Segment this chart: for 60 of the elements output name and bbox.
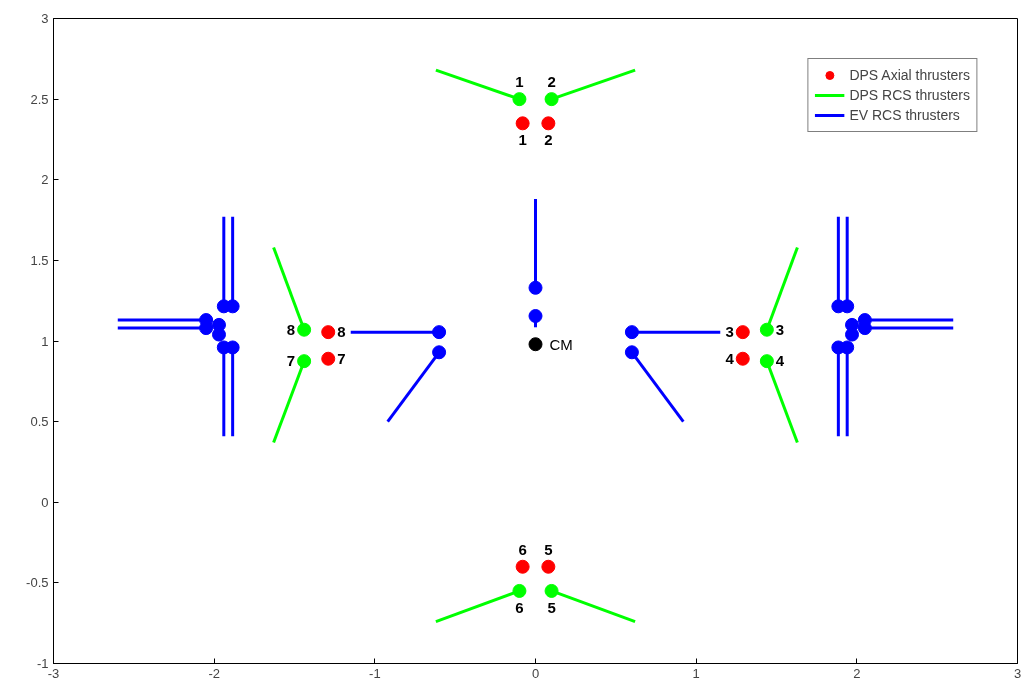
x-tick-label: 0: [531, 665, 540, 681]
y-tick-label: -0.5: [26, 575, 49, 591]
point: [528, 337, 543, 352]
y-tick-label: 0.5: [30, 414, 49, 430]
annotation: CM: [549, 335, 573, 353]
point: [528, 309, 543, 323]
annotation: 8: [286, 320, 296, 338]
y-tick-label: 2.5: [30, 91, 49, 107]
annotation: 1: [515, 73, 524, 91]
y-tick-label: 1: [41, 333, 49, 349]
x-tick-label: -1: [369, 665, 381, 681]
annotation: 2: [544, 131, 553, 149]
annotation: 4: [725, 349, 735, 367]
annotation: 4: [775, 352, 785, 370]
point: [845, 327, 860, 342]
point: [512, 92, 527, 107]
x-tick-label: 1: [692, 665, 700, 681]
point: [735, 325, 750, 340]
annotation: 2: [547, 73, 556, 91]
x-tick-label: 2: [853, 665, 861, 681]
y-tick-label: 1.5: [30, 252, 49, 268]
x-tick-label: -3: [47, 665, 60, 681]
point: [515, 559, 530, 574]
annotation: 5: [544, 540, 553, 558]
point: [211, 327, 226, 342]
point: [541, 116, 556, 131]
point: [544, 583, 559, 598]
point: [321, 325, 336, 340]
point: [432, 325, 447, 340]
annotation: 6: [515, 598, 524, 616]
point: [759, 322, 774, 337]
point: [297, 322, 312, 337]
annotation: 7: [286, 352, 296, 370]
point: [541, 559, 556, 574]
point: [624, 325, 639, 340]
point: [759, 354, 774, 369]
point: [515, 116, 530, 131]
y-tick-label: 0: [41, 494, 49, 510]
point: [528, 280, 543, 295]
annotation: 7: [337, 349, 346, 367]
annotation: 3: [725, 323, 734, 341]
legend-label: EV RCS thrusters: [849, 107, 960, 123]
y-tick-label: 3: [41, 11, 49, 26]
x-tick-label: -2: [208, 665, 220, 681]
point: [432, 345, 447, 360]
point: [735, 351, 750, 366]
point: [512, 583, 527, 598]
annotation: 8: [337, 323, 346, 341]
annotation: 5: [547, 598, 556, 616]
point: [624, 345, 639, 360]
x-tick-label: 3: [1013, 665, 1022, 681]
annotation: 3: [775, 320, 785, 338]
annotation: 6: [518, 540, 527, 558]
annotation: 1: [518, 131, 527, 149]
point: [544, 92, 559, 107]
point: [321, 351, 336, 366]
legend-label: DPS Axial thrusters: [849, 67, 970, 83]
legend-label: DPS RCS thrusters: [849, 87, 970, 103]
y-tick-label: 2: [41, 172, 49, 188]
point: [297, 354, 312, 369]
